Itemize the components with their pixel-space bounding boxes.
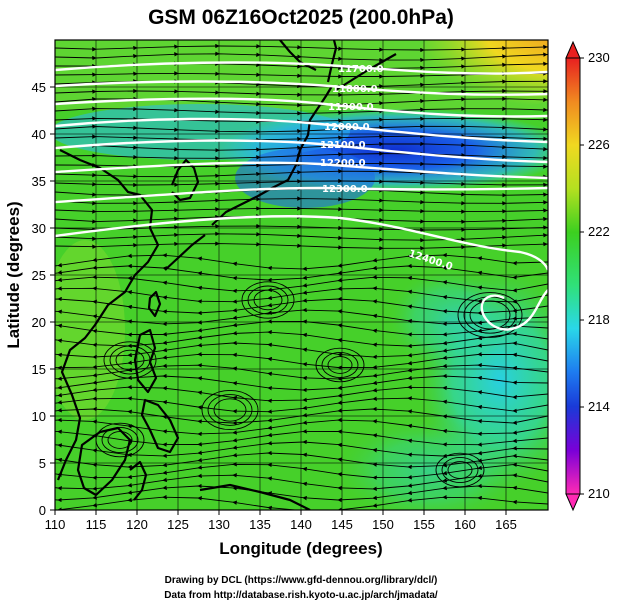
contour-label-11700: 11700.0 — [338, 64, 384, 75]
x-tick-labels: 110 115 120 125 130 135 140 145 150 155 … — [45, 517, 517, 532]
y-tick-label: 20 — [32, 315, 46, 330]
y-tick-labels: 0 5 10 15 20 25 30 35 40 45 — [32, 80, 46, 518]
y-tick-label: 0 — [39, 503, 46, 518]
credit-data: Data from http://database.rish.kyoto-u.a… — [164, 590, 438, 601]
credit-drawing: Drawing by DCL (https://www.gfd-dennou.o… — [165, 575, 438, 586]
x-tick-label: 145 — [331, 517, 353, 532]
colorbar-top-cap — [566, 42, 580, 58]
colorbar-tick-label: 210 — [588, 486, 610, 501]
colorbar-tick-label: 226 — [588, 137, 610, 152]
x-tick-label: 150 — [372, 517, 394, 532]
x-tick-label: 165 — [495, 517, 517, 532]
y-tick-label: 40 — [32, 127, 46, 142]
y-tick-label: 5 — [39, 456, 46, 471]
contour-label-12300: 12300.0 — [322, 184, 368, 195]
x-tick-label: 115 — [86, 517, 107, 532]
y-axis-label: Latitude (degrees) — [4, 201, 23, 348]
y-tick-label: 45 — [32, 80, 46, 95]
x-tick-label: 125 — [167, 517, 189, 532]
y-tick-label: 15 — [32, 362, 46, 377]
x-tick-label: 110 — [45, 517, 66, 532]
cool-anomaly-center — [390, 270, 510, 370]
x-tick-label: 120 — [126, 517, 148, 532]
y-tick-label: 30 — [32, 221, 46, 236]
cool-anomaly-south — [340, 420, 520, 520]
x-tick-label: 140 — [290, 517, 312, 532]
plot-area: 11700.0 11800.0 11900.0 12000.0 12100.0 … — [23, 17, 595, 520]
colorbar: 230 226 222 218 214 210 — [566, 42, 610, 510]
colorbar-body — [566, 58, 580, 494]
x-tick-label: 160 — [454, 517, 476, 532]
colorbar-tick-label: 214 — [588, 399, 610, 414]
colorbar-tick-label: 222 — [588, 224, 610, 239]
contour-label-11800: 11800.0 — [332, 84, 378, 95]
x-tick-label: 130 — [208, 517, 230, 532]
y-tick-label: 10 — [32, 409, 46, 424]
colorbar-bottom-cap — [566, 494, 580, 510]
map-title: GSM 06Z16Oct2025 (200.0hPa) — [148, 6, 454, 29]
colorbar-tick-label: 218 — [588, 312, 610, 327]
contour-label-12000: 12000.0 — [324, 122, 370, 133]
x-tick-label: 155 — [413, 517, 435, 532]
colorbar-tick-label: 230 — [588, 50, 610, 65]
x-tick-label: 135 — [249, 517, 271, 532]
y-tick-label: 35 — [32, 174, 46, 189]
y-tick-label: 25 — [32, 268, 46, 283]
contour-label-12100: 12100.0 — [320, 140, 366, 151]
contour-label-11900: 11900.0 — [328, 102, 374, 113]
x-axis-label: Longitude (degrees) — [219, 539, 382, 558]
contour-label-12200: 12200.0 — [320, 158, 366, 169]
